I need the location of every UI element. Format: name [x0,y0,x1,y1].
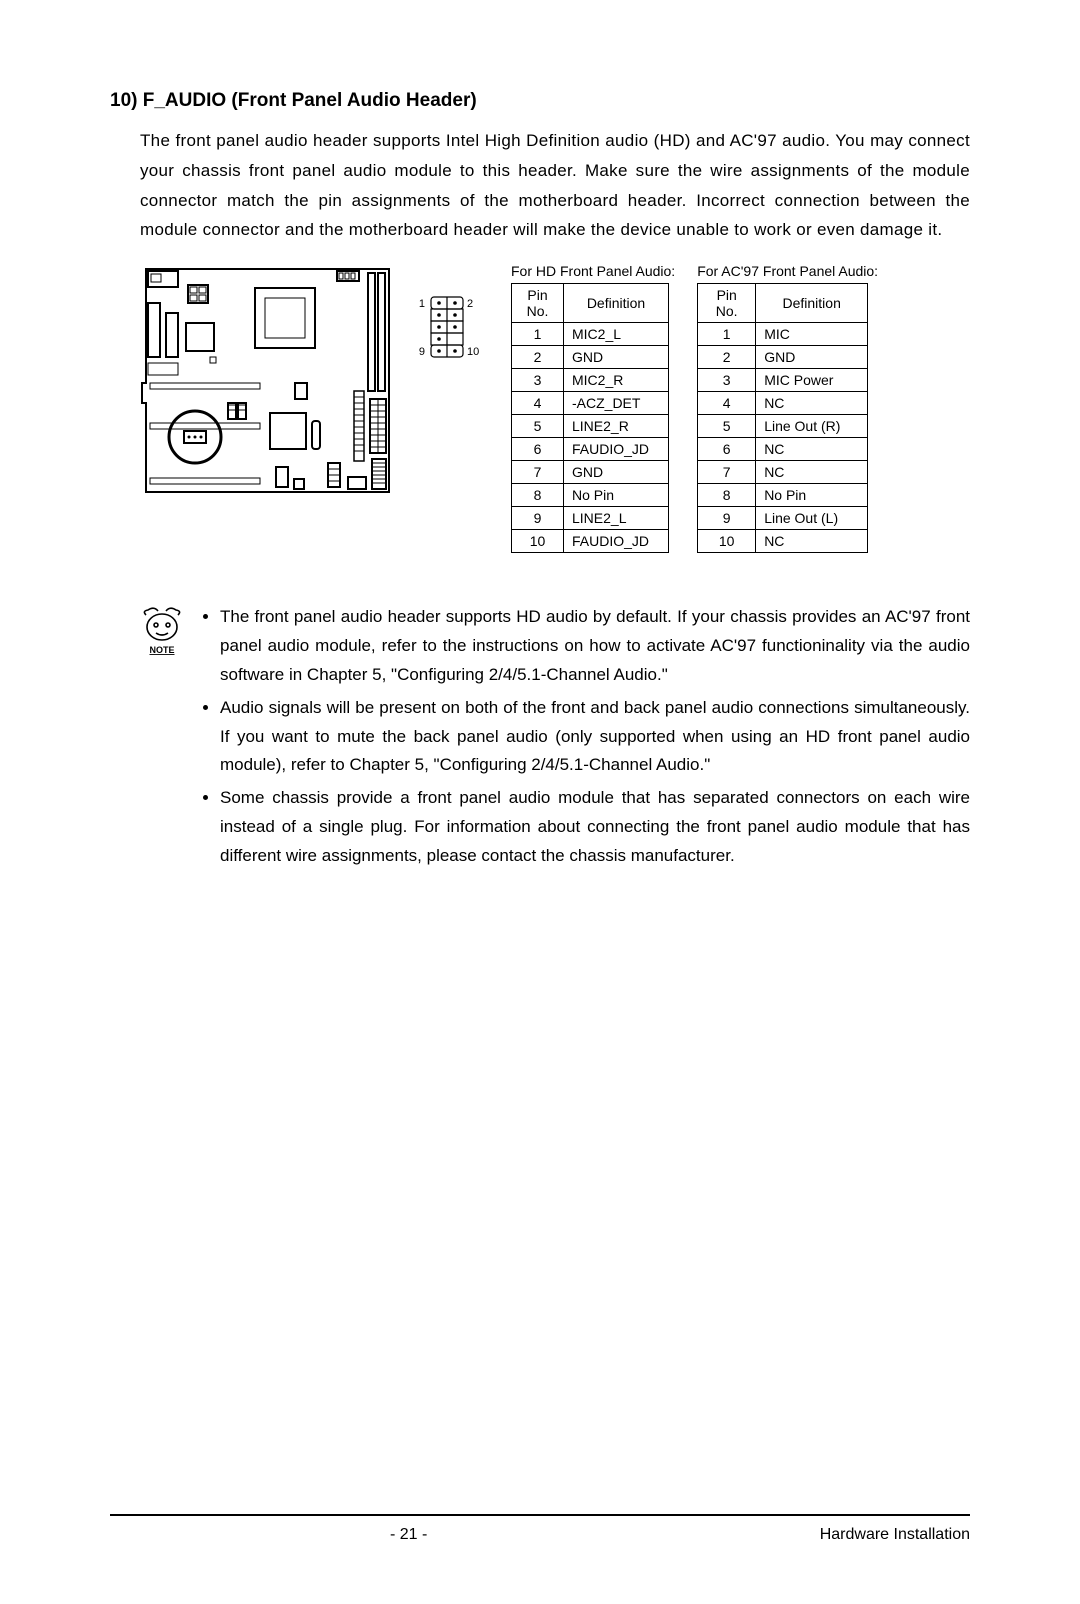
table-row: 3MIC2_R [512,369,669,392]
note-item: Audio signals will be present on both of… [220,694,970,781]
page-number: - 21 - [390,1526,427,1544]
table-row: 4NC [698,392,868,415]
ac97-table-wrap: For AC'97 Front Panel Audio: Pin No. Def… [697,263,878,553]
ac97-pin-table: Pin No. Definition 1MIC 2GND 3MIC Power … [697,283,868,553]
table-row: 8No Pin [698,484,868,507]
section-heading: 10) F_AUDIO (Front Panel Audio Header) [110,90,970,112]
table-row: 5LINE2_R [512,415,669,438]
page-footer: - 21 - Hardware Installation [110,1514,970,1544]
header-pin-diagram: 1 2 9 10 [413,293,493,373]
table-row: 5Line Out (R) [698,415,868,438]
table-row: 8No Pin [512,484,669,507]
hd-table-title: For HD Front Panel Audio: [511,263,675,279]
hd-col-pin: Pin No. [512,284,564,323]
table-row: 4-ACZ_DET [512,392,669,415]
table-row: 10NC [698,530,868,553]
footer-section: Hardware Installation [820,1526,970,1544]
table-row: 6FAUDIO_JD [512,438,669,461]
ac97-col-pin: Pin No. [698,284,756,323]
table-row: 9LINE2_L [512,507,669,530]
ac97-table-title: For AC'97 Front Panel Audio: [697,263,878,279]
section-number: 10) [110,90,137,111]
hd-pin-table: Pin No. Definition 1MIC2_L 2GND 3MIC2_R … [511,283,669,553]
table-row: 1MIC2_L [512,323,669,346]
table-row: 10FAUDIO_JD [512,530,669,553]
table-row: 7NC [698,461,868,484]
note-block: NOTE The front panel audio header suppor… [140,603,970,875]
table-row: 2GND [512,346,669,369]
pin-tables: For HD Front Panel Audio: Pin No. Defini… [511,263,878,553]
table-row: 2GND [698,346,868,369]
table-row: 6NC [698,438,868,461]
pin-label-10: 10 [467,346,479,358]
table-row: 1MIC [698,323,868,346]
table-row: 9Line Out (L) [698,507,868,530]
note-icon: NOTE [140,603,200,875]
pin-label-1: 1 [419,298,425,310]
note-item: The front panel audio header supports HD… [220,603,970,690]
table-row: 3MIC Power [698,369,868,392]
hd-table-wrap: For HD Front Panel Audio: Pin No. Defini… [511,263,675,553]
figure-row: 1 2 9 10 For HD Front Panel Audio: Pin N… [140,263,970,553]
section-title-text: F_AUDIO (Front Panel Audio Header) [143,90,477,111]
pin-label-9: 9 [419,346,425,358]
note-list: The front panel audio header supports HD… [200,603,970,875]
note-item: Some chassis provide a front panel audio… [220,784,970,871]
table-row: 7GND [512,461,669,484]
section-body: The front panel audio header supports In… [140,126,970,245]
note-label: NOTE [149,645,174,655]
motherboard-diagram [140,263,395,498]
hd-col-def: Definition [564,284,669,323]
ac97-col-def: Definition [756,284,868,323]
pin-label-2: 2 [467,298,473,310]
